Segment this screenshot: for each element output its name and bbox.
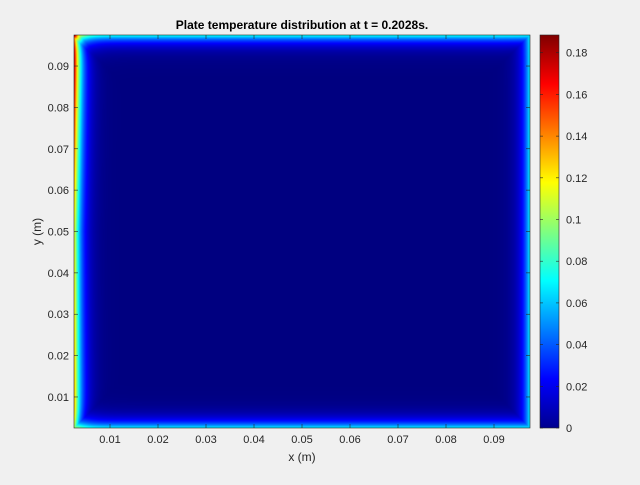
y-tick-label-3: 0.04 <box>48 268 69 280</box>
colorbar-tick-label-4: 0.08 <box>566 256 587 268</box>
y-tick-label-4: 0.05 <box>48 227 69 239</box>
colorbar-tick-label-3: 0.06 <box>566 298 587 310</box>
heatmap <box>74 35 530 428</box>
y-tick-label-5: 0.06 <box>48 185 69 197</box>
colorbar-tick-label-5: 0.1 <box>566 215 581 227</box>
x-tick-label-0: 0.01 <box>99 434 120 446</box>
colorbar-tick-label-7: 0.14 <box>566 131 587 143</box>
colorbar: 0 0.02 0.04 0.06 0.08 0.1 0.12 0.14 0.16 0.18 <box>539 34 587 435</box>
x-tick-label-4: 0.05 <box>291 434 312 446</box>
chart-title: Plate temperature distribution at t = 0.… <box>176 18 428 32</box>
heatmap-image <box>74 35 530 428</box>
y-tick-label-0: 0.01 <box>48 392 69 404</box>
x-tick-label-2: 0.03 <box>195 434 216 446</box>
y-tick-label-1: 0.02 <box>48 351 69 363</box>
x-tick-label-3: 0.04 <box>243 434 264 446</box>
y-axis: 0.01 0.02 0.03 0.04 0.05 0.06 0.07 0.08 0.09 <box>48 61 530 404</box>
colorbar-tick-label-9: 0.18 <box>566 48 587 60</box>
colorbar-gradient <box>539 34 560 429</box>
x-axis-label: x (m) <box>288 450 315 464</box>
colorbar-tick-label-8: 0.16 <box>566 89 587 101</box>
colorbar-tick-label-1: 0.02 <box>566 381 587 393</box>
x-tick-label-6: 0.07 <box>387 434 408 446</box>
x-axis: 0.01 0.02 0.03 0.04 0.05 0.06 0.07 0.08 0.09 <box>99 35 505 446</box>
y-tick-label-2: 0.03 <box>48 309 69 321</box>
x-tick-label-8: 0.09 <box>483 434 504 446</box>
colorbar-tick-label-0: 0 <box>566 423 572 435</box>
colorbar-tick-label-6: 0.12 <box>566 173 587 185</box>
y-axis-label: y (m) <box>30 218 44 245</box>
y-tick-label-8: 0.09 <box>48 61 69 73</box>
x-tick-label-1: 0.02 <box>147 434 168 446</box>
colorbar-ticks: 0 0.02 0.04 0.06 0.08 0.1 0.12 0.14 0.16 0.18 <box>540 48 587 435</box>
colorbar-tick-label-2: 0.04 <box>566 340 587 352</box>
x-tick-label-5: 0.06 <box>339 434 360 446</box>
x-tick-label-7: 0.08 <box>435 434 456 446</box>
y-tick-label-6: 0.07 <box>48 144 69 156</box>
y-tick-label-7: 0.08 <box>48 102 69 114</box>
